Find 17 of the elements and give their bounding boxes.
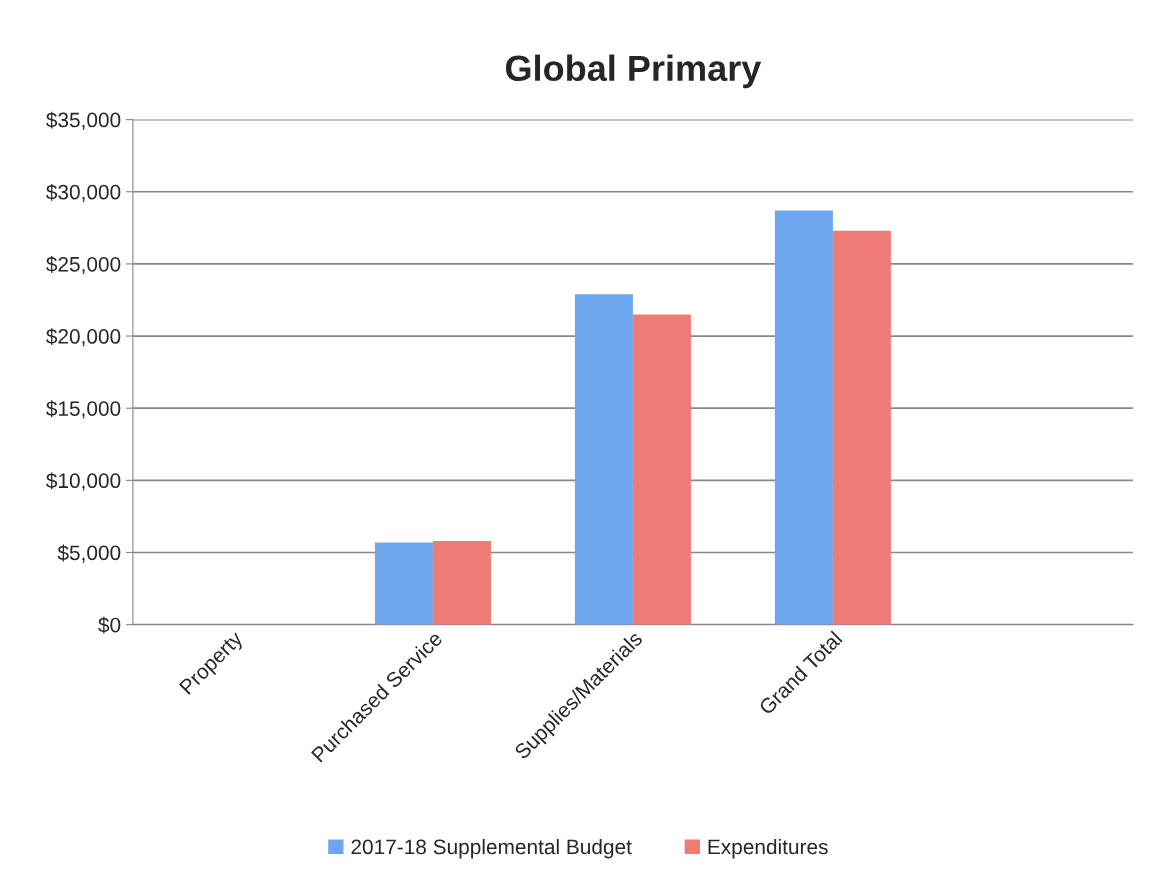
legend-label: 2017-18 Supplemental Budget <box>351 838 632 859</box>
legend-label: Expenditures <box>708 838 828 859</box>
y-tick-label: $0 <box>98 616 121 634</box>
bar <box>632 314 691 625</box>
y-tick-label: $5,000 <box>57 544 121 563</box>
bar <box>374 542 433 625</box>
y-tick-label: $35,000 <box>46 111 121 130</box>
bar <box>832 230 891 625</box>
y-tick-label: $15,000 <box>46 400 121 419</box>
bar <box>432 540 491 625</box>
y-tick-label: $25,000 <box>46 256 121 275</box>
y-tick-label: $30,000 <box>46 183 121 202</box>
y-tick-label: $20,000 <box>46 328 121 347</box>
chart-title: Global Primary <box>505 54 762 89</box>
y-tick-label: $10,000 <box>46 472 121 491</box>
bar <box>774 210 833 625</box>
bar <box>574 294 633 625</box>
